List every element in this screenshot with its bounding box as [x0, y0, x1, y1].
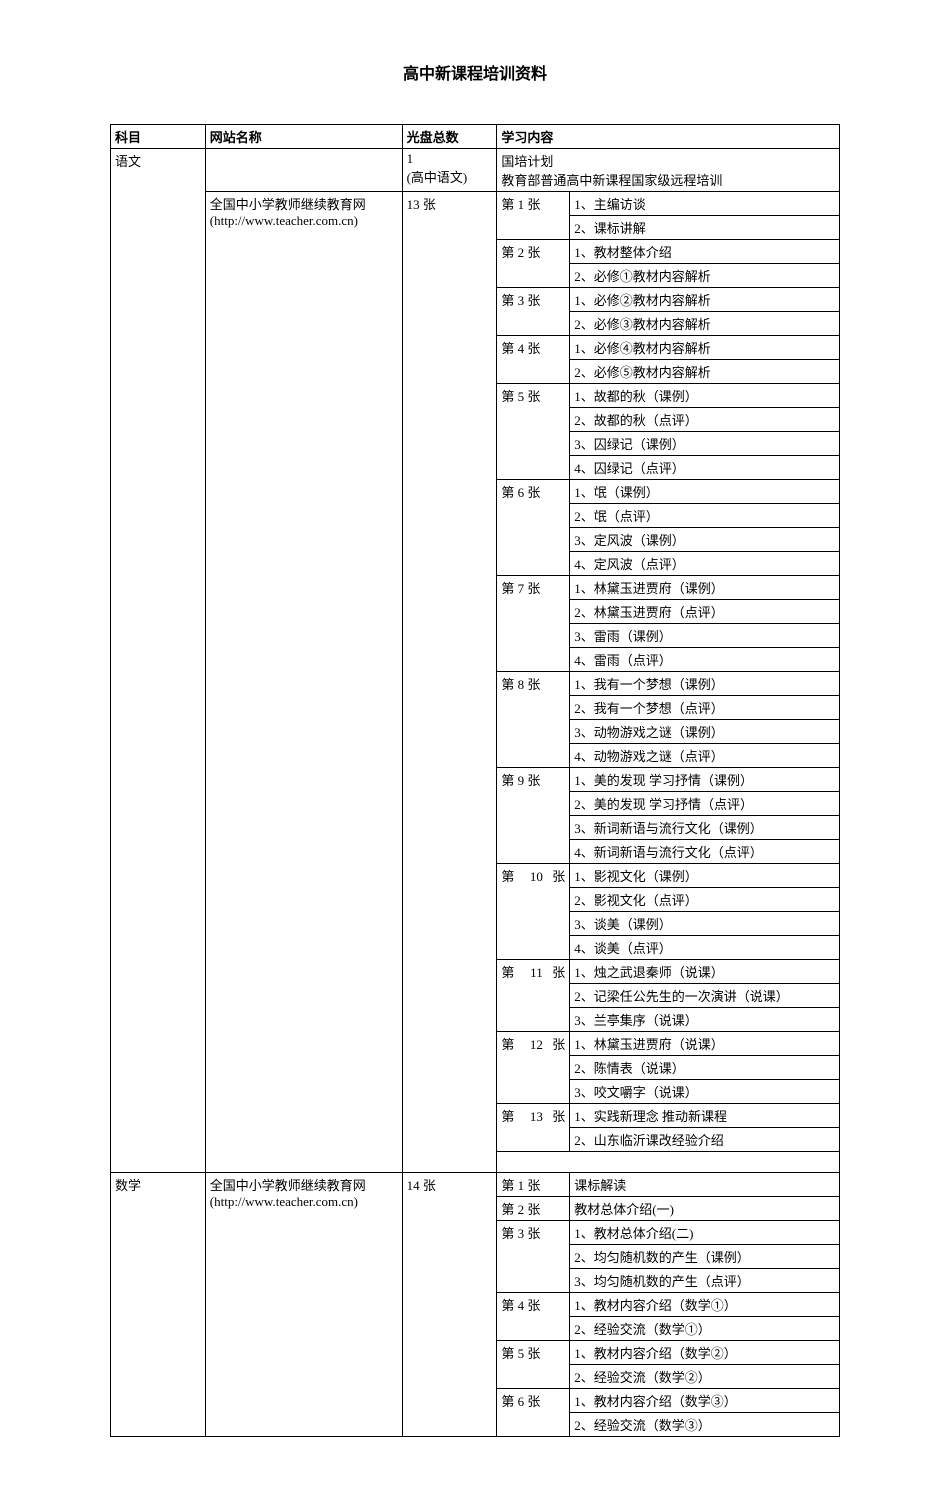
table-row: 语文 1 (高中语文) 国培计划 教育部普通高中新课程国家级远程培训 — [111, 149, 840, 192]
content-cell: 1、烛之武退秦师（说课） — [570, 960, 840, 984]
content-cell: 1、主编访谈 — [570, 192, 840, 216]
content-cell: 3、均匀随机数的产生（点评） — [570, 1269, 840, 1293]
content-cell: 4、谈美（点评） — [570, 936, 840, 960]
content-cell: 1、影视文化（课例） — [570, 864, 840, 888]
disc-label: 第 12 张 — [497, 1032, 570, 1104]
discs-total-cell: 13 张 — [402, 192, 497, 1173]
content-cell: 2、林黛玉进贾府（点评） — [570, 600, 840, 624]
content-cell: 2、经验交流（数学②） — [570, 1365, 840, 1389]
content-cell: 1、教材内容介绍（数学①） — [570, 1293, 840, 1317]
table-row: 数学 全国中小学教师继续教育网(http://www.teacher.com.c… — [111, 1173, 840, 1197]
disc-label: 第 9 张 — [497, 768, 570, 864]
content-cell: 1、教材内容介绍（数学③） — [570, 1389, 840, 1413]
content-cell: 2、山东临沂课改经验介绍 — [570, 1128, 840, 1152]
content-cell: 2、必修③教材内容解析 — [570, 312, 840, 336]
disc-label: 第 5 张 — [497, 1341, 570, 1389]
disc-label: 第 2 张 — [497, 240, 570, 288]
disc-label: 第 1 张 — [497, 192, 570, 240]
disc-label: 第 3 张 — [497, 1221, 570, 1293]
site-cell: 全国中小学教师继续教育网(http://www.teacher.com.cn) — [205, 192, 402, 1173]
header-content: 学习内容 — [497, 125, 840, 149]
content-cell: 1、氓（课例） — [570, 480, 840, 504]
content-cell: 2、经验交流（数学③） — [570, 1413, 840, 1437]
site-cell: 全国中小学教师继续教育网(http://www.teacher.com.cn) — [205, 1173, 402, 1437]
content-cell: 课标解读 — [570, 1173, 840, 1197]
content-cell: 2、美的发现 学习抒情（点评） — [570, 792, 840, 816]
content-cell: 3、兰亭集序（说课） — [570, 1008, 840, 1032]
content-cell: 2、我有一个梦想（点评） — [570, 696, 840, 720]
content-cell: 2、必修①教材内容解析 — [570, 264, 840, 288]
disc-label: 第 8 张 — [497, 672, 570, 768]
content-cell: 1、实践新理念 推动新课程 — [570, 1104, 840, 1128]
header-site: 网站名称 — [205, 125, 402, 149]
content-cell: 3、谈美（课例） — [570, 912, 840, 936]
training-table: 科目 网站名称 光盘总数 学习内容 语文 1 (高中语文) 国培计划 教育部普通… — [110, 124, 840, 1437]
content-cell: 2、课标讲解 — [570, 216, 840, 240]
content-cell: 3、雷雨（课例） — [570, 624, 840, 648]
header-subject: 科目 — [111, 125, 206, 149]
disc-label: 第 2 张 — [497, 1197, 570, 1221]
site-cell — [205, 149, 402, 192]
content-cell: 2、必修⑤教材内容解析 — [570, 360, 840, 384]
content-cell: 教材总体介绍(一) — [570, 1197, 840, 1221]
header-discs: 光盘总数 — [402, 125, 497, 149]
content-cell: 2、陈情表（说课） — [570, 1056, 840, 1080]
content-cell: 1、必修④教材内容解析 — [570, 336, 840, 360]
subject-cell: 语文 — [111, 149, 206, 1173]
table-row: 全国中小学教师继续教育网(http://www.teacher.com.cn) … — [111, 192, 840, 216]
content-cell: 1、教材总体介绍(二) — [570, 1221, 840, 1245]
content-cell: 4、新词新语与流行文化（点评） — [570, 840, 840, 864]
content-cell: 3、定风波（课例） — [570, 528, 840, 552]
disc-label: 第 11 张 — [497, 960, 570, 1032]
content-cell: 1、故都的秋（课例） — [570, 384, 840, 408]
content-cell: 1、教材整体介绍 — [570, 240, 840, 264]
content-cell: 4、雷雨（点评） — [570, 648, 840, 672]
content-cell: 2、均匀随机数的产生（课例） — [570, 1245, 840, 1269]
disc-label: 第 13 张 — [497, 1104, 570, 1152]
disc-label: 第 3 张 — [497, 288, 570, 336]
spacer-cell — [497, 1152, 840, 1173]
content-cell: 1、教材内容介绍（数学②） — [570, 1341, 840, 1365]
content-cell: 1、必修②教材内容解析 — [570, 288, 840, 312]
disc-label: 第 6 张 — [497, 1389, 570, 1437]
subject-cell: 数学 — [111, 1173, 206, 1437]
discs-total-cell: 14 张 — [402, 1173, 497, 1437]
content-cell: 3、囚绿记（课例） — [570, 432, 840, 456]
content-cell: 2、氓（点评） — [570, 504, 840, 528]
disc-label: 第 7 张 — [497, 576, 570, 672]
discs-cell: 1 (高中语文) — [402, 149, 497, 192]
disc-label: 第 10 张 — [497, 864, 570, 960]
content-cell: 1、美的发现 学习抒情（课例） — [570, 768, 840, 792]
header-row: 科目 网站名称 光盘总数 学习内容 — [111, 125, 840, 149]
content-cell: 3、咬文嚼字（说课） — [570, 1080, 840, 1104]
disc-label: 第 5 张 — [497, 384, 570, 480]
disc-label: 第 4 张 — [497, 1293, 570, 1341]
content-cell: 4、动物游戏之谜（点评） — [570, 744, 840, 768]
disc-label: 第 6 张 — [497, 480, 570, 576]
content-cell: 2、记梁任公先生的一次演讲（说课） — [570, 984, 840, 1008]
disc-label: 第 4 张 — [497, 336, 570, 384]
content-cell: 4、定风波（点评） — [570, 552, 840, 576]
content-cell: 1、我有一个梦想（课例） — [570, 672, 840, 696]
content-cell: 2、经验交流（数学①） — [570, 1317, 840, 1341]
content-cell: 国培计划 教育部普通高中新课程国家级远程培训 — [497, 149, 840, 192]
content-cell: 2、故都的秋（点评） — [570, 408, 840, 432]
content-cell: 4、囚绿记（点评） — [570, 456, 840, 480]
page-title: 高中新课程培训资料 — [110, 60, 840, 84]
content-cell: 1、林黛玉进贾府（说课） — [570, 1032, 840, 1056]
content-cell: 2、影视文化（点评） — [570, 888, 840, 912]
disc-label: 第 1 张 — [497, 1173, 570, 1197]
content-cell: 1、林黛玉进贾府（课例） — [570, 576, 840, 600]
content-cell: 3、新词新语与流行文化（课例） — [570, 816, 840, 840]
content-cell: 3、动物游戏之谜（课例） — [570, 720, 840, 744]
